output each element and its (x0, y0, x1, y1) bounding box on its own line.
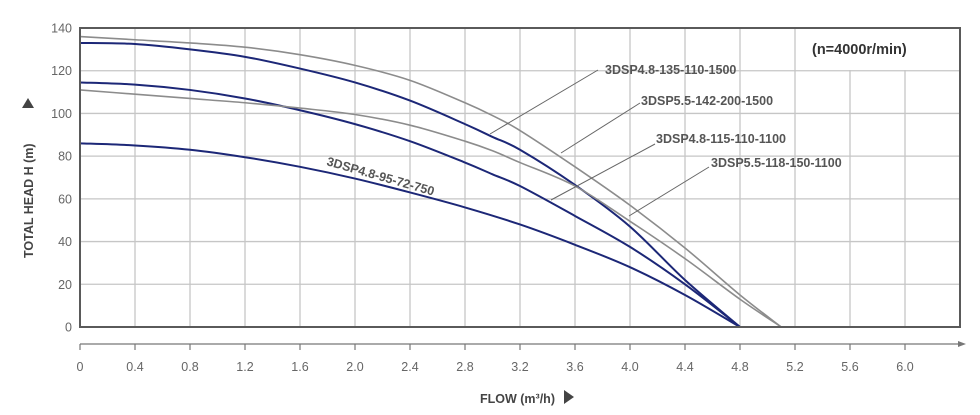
x-tick-label: 4.8 (731, 360, 748, 374)
curve-3dsp5_5-118-150-1100 (79, 89, 782, 328)
x-tick-label: 2.4 (401, 360, 418, 374)
speed-annotation: (n=4000r/min) (812, 42, 907, 58)
x-axis-arrow-icon (564, 390, 574, 404)
y-tick-labels: 0 20 40 60 80 100 120 140 (51, 22, 72, 335)
x-tick-label: 3.2 (511, 360, 528, 374)
y-tick-label: 80 (58, 150, 72, 164)
series-label: 3DSP4.8-115-110-1100 (656, 132, 786, 146)
x-tick-label: 6.0 (896, 360, 913, 374)
x-tick-label: 2.8 (456, 360, 473, 374)
x-tick-label: 5.6 (841, 360, 858, 374)
leader-line (560, 102, 641, 154)
x-tick-label: 0.8 (181, 360, 198, 374)
y-tick-label: 140 (51, 22, 72, 36)
x-axis-title: FLOW (m³/h) (480, 392, 555, 406)
y-tick-label: 20 (58, 278, 72, 292)
y-axis-title: TOTAL HEAD H (m) (22, 143, 36, 258)
x-tick-label: 4.4 (676, 360, 693, 374)
leader-line (489, 69, 599, 135)
x-tick-label: 0 (77, 360, 84, 374)
y-tick-label: 60 (58, 192, 72, 206)
leader-line (550, 143, 656, 201)
x-tick-label: 1.6 (291, 360, 308, 374)
curves (79, 35, 782, 328)
grid (80, 28, 960, 327)
x-tick-label: 0.4 (126, 360, 143, 374)
y-tick-label: 120 (51, 64, 72, 78)
x-tick-label: 2.0 (346, 360, 363, 374)
x-tick-label: 5.2 (786, 360, 803, 374)
leader-lines (489, 69, 710, 217)
curve-3dsp4_8-115-110-1100 (79, 81, 741, 328)
y-tick-label: 0 (65, 321, 72, 335)
plot-frame (79, 27, 961, 328)
y-tick-label: 100 (51, 107, 72, 121)
y-axis-arrow-icon (22, 98, 34, 108)
x-tick-label: 3.6 (566, 360, 583, 374)
x-tick-label: 4.0 (621, 360, 638, 374)
x-tick-label: 1.2 (236, 360, 253, 374)
series-label: 3DSP5.5-118-150-1100 (711, 156, 842, 170)
annotation-bg (805, 33, 955, 67)
leader-line (628, 166, 710, 217)
curve-3dsp5_5-142-200-1500 (79, 35, 782, 328)
curve-3dsp4_8-135-110-1500 (79, 41, 741, 328)
y-tick-label: 40 (58, 235, 72, 249)
series-label: 3DSP5.5-142-200-1500 (641, 94, 773, 108)
x-axis-line-arrow-icon (958, 341, 966, 347)
curve-3dsp4_8-95-72-750 (79, 142, 741, 328)
x-axis: 0 0.4 0.8 1.2 1.6 2.0 2.4 2.8 3.2 3.6 4.0 4.4 4.8 5.2… (77, 341, 966, 374)
series-label: 3DSP4.8-135-110-1500 (605, 63, 736, 77)
